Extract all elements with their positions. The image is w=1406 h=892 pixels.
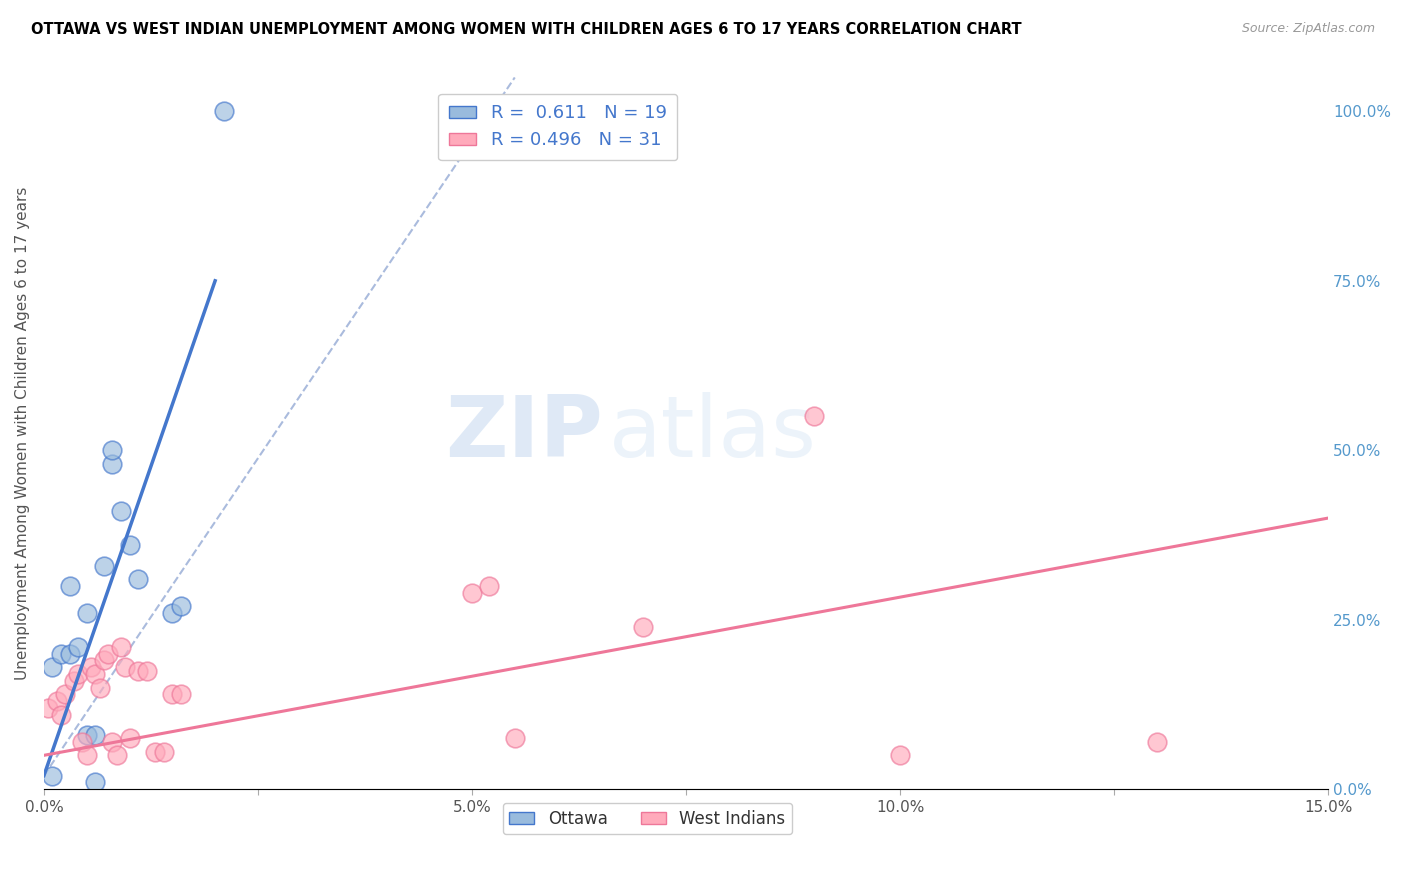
Point xyxy=(67,640,90,654)
Text: ZIP: ZIP xyxy=(444,392,603,475)
Point xyxy=(84,667,107,681)
Point xyxy=(72,735,94,749)
Point xyxy=(461,585,484,599)
Point xyxy=(212,104,235,119)
Point xyxy=(58,647,80,661)
Point xyxy=(135,664,157,678)
Point xyxy=(114,660,136,674)
Point xyxy=(67,667,90,681)
Point xyxy=(76,606,98,620)
Point xyxy=(53,687,76,701)
Text: OTTAWA VS WEST INDIAN UNEMPLOYMENT AMONG WOMEN WITH CHILDREN AGES 6 TO 17 YEARS : OTTAWA VS WEST INDIAN UNEMPLOYMENT AMONG… xyxy=(31,22,1022,37)
Point xyxy=(37,701,59,715)
Point xyxy=(1146,735,1168,749)
Point xyxy=(76,728,98,742)
Point xyxy=(89,681,111,695)
Point xyxy=(58,579,80,593)
Point xyxy=(127,572,149,586)
Point xyxy=(101,457,124,471)
Point xyxy=(101,443,124,458)
Point xyxy=(93,653,115,667)
Point xyxy=(80,660,103,674)
Point xyxy=(143,745,166,759)
Point xyxy=(93,558,115,573)
Point xyxy=(105,748,128,763)
Point xyxy=(76,748,98,763)
Point xyxy=(170,687,193,701)
Point xyxy=(118,731,141,746)
Point xyxy=(101,735,124,749)
Point xyxy=(97,647,120,661)
Text: atlas: atlas xyxy=(609,392,817,475)
Point xyxy=(118,538,141,552)
Point xyxy=(49,707,72,722)
Point xyxy=(127,664,149,678)
Point xyxy=(63,673,86,688)
Point xyxy=(503,731,526,746)
Point xyxy=(41,769,63,783)
Point xyxy=(889,748,911,763)
Point xyxy=(162,687,184,701)
Point xyxy=(110,640,132,654)
Y-axis label: Unemployment Among Women with Children Ages 6 to 17 years: Unemployment Among Women with Children A… xyxy=(15,186,30,680)
Point xyxy=(152,745,174,759)
Legend: Ottawa, West Indians: Ottawa, West Indians xyxy=(503,803,792,834)
Point xyxy=(45,694,67,708)
Point xyxy=(110,504,132,518)
Point xyxy=(170,599,193,614)
Text: Source: ZipAtlas.com: Source: ZipAtlas.com xyxy=(1241,22,1375,36)
Point xyxy=(49,647,72,661)
Point xyxy=(803,409,825,424)
Point xyxy=(478,579,501,593)
Point xyxy=(84,728,107,742)
Point xyxy=(631,619,654,633)
Point xyxy=(84,775,107,789)
Point xyxy=(41,660,63,674)
Point xyxy=(162,606,184,620)
